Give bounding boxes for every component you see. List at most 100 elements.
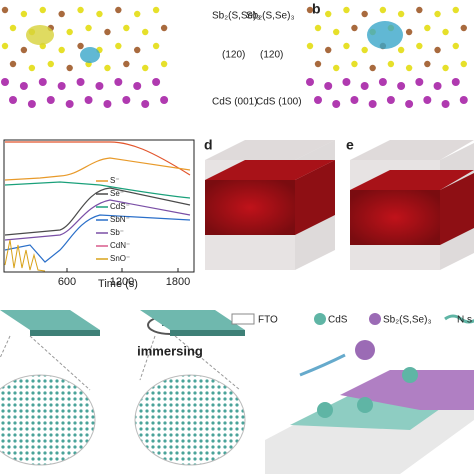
atom (342, 78, 351, 86)
atom (360, 82, 369, 90)
atom (442, 28, 449, 36)
atom-model-a (0, 0, 175, 125)
film-plane: (120) (260, 50, 283, 61)
legend-label: N s (457, 315, 472, 326)
atom (104, 28, 111, 36)
atom (350, 96, 359, 104)
atom (415, 78, 424, 86)
atom (434, 10, 441, 18)
atom (115, 6, 122, 14)
atom (57, 82, 66, 90)
atom (103, 100, 112, 108)
atom (142, 28, 149, 36)
atom (133, 82, 142, 90)
legend-label: SbN⁻ (110, 215, 130, 224)
atom (47, 60, 54, 68)
atom (324, 82, 333, 90)
atom (66, 28, 73, 36)
atom (160, 24, 168, 32)
atom (325, 46, 332, 54)
atom (405, 28, 413, 36)
substrate-label: CdS (100) (256, 97, 302, 108)
atom (378, 78, 387, 86)
atom (343, 6, 350, 14)
film-plane: (120) (222, 50, 245, 61)
atom (114, 78, 123, 86)
legend-label: FTO (258, 315, 278, 326)
atom (351, 24, 358, 32)
atom (122, 96, 131, 104)
atom (333, 28, 340, 36)
atom (314, 24, 322, 32)
atom (76, 78, 85, 86)
atom (66, 64, 73, 72)
film-label: Sb₂(S,Se)₃ (212, 11, 261, 22)
atom (20, 46, 28, 54)
atom (39, 6, 46, 14)
x-tick-label: 1800 (166, 276, 190, 288)
atom (434, 46, 441, 54)
legend-label: CdN⁻ (110, 241, 130, 250)
atom (332, 100, 341, 108)
atom (343, 42, 350, 50)
atom (452, 42, 459, 50)
atom (423, 96, 432, 104)
atom (27, 100, 36, 108)
atom (460, 60, 467, 68)
atom (65, 100, 74, 108)
atom (77, 6, 84, 14)
legend-label: Se⁻ (110, 189, 124, 198)
atom (416, 42, 423, 50)
atom (379, 6, 387, 14)
atom (115, 42, 122, 50)
substrate-label: CdS (001) (212, 97, 258, 108)
atom (9, 60, 17, 68)
atom (58, 46, 65, 54)
cube-e (350, 140, 474, 270)
atom (77, 42, 84, 50)
atom (9, 96, 17, 104)
atom (451, 78, 460, 86)
atom (123, 24, 130, 32)
atom (460, 24, 467, 32)
atom (152, 78, 161, 86)
x-tick-label: 600 (58, 276, 76, 288)
legend-label: SnO⁻ (110, 254, 130, 263)
immersion-scheme (0, 310, 246, 466)
atom (9, 24, 17, 32)
panel-letter: e (346, 137, 354, 153)
atom (424, 24, 431, 32)
step-label: immersing (137, 343, 203, 358)
atom (46, 96, 55, 104)
cube-d (205, 140, 335, 270)
atom (58, 10, 65, 18)
atom (351, 60, 358, 68)
atom (1, 6, 9, 14)
atom (20, 10, 28, 18)
atom (123, 60, 130, 68)
panel-letter: b (312, 1, 321, 17)
atom (38, 78, 47, 86)
atom (306, 42, 314, 50)
atom (314, 96, 322, 104)
atom (19, 82, 28, 90)
atom (152, 42, 160, 50)
atom (442, 64, 449, 72)
atom (160, 96, 169, 104)
legend-label: CdS (328, 315, 348, 326)
legend-label: CdS⁻ (110, 202, 130, 211)
atom (333, 64, 340, 72)
atom (306, 6, 314, 14)
legend-label: Sb⁻ (110, 228, 124, 237)
atom (405, 64, 413, 72)
panel-letter: d (204, 137, 213, 153)
atom (152, 6, 160, 14)
atom (433, 82, 442, 90)
atom (459, 96, 468, 104)
atom (325, 10, 332, 18)
legend-label: Sb₂(S,Se)₃ (383, 315, 432, 326)
atom (397, 82, 406, 90)
atom (1, 42, 9, 50)
atom (452, 6, 459, 14)
